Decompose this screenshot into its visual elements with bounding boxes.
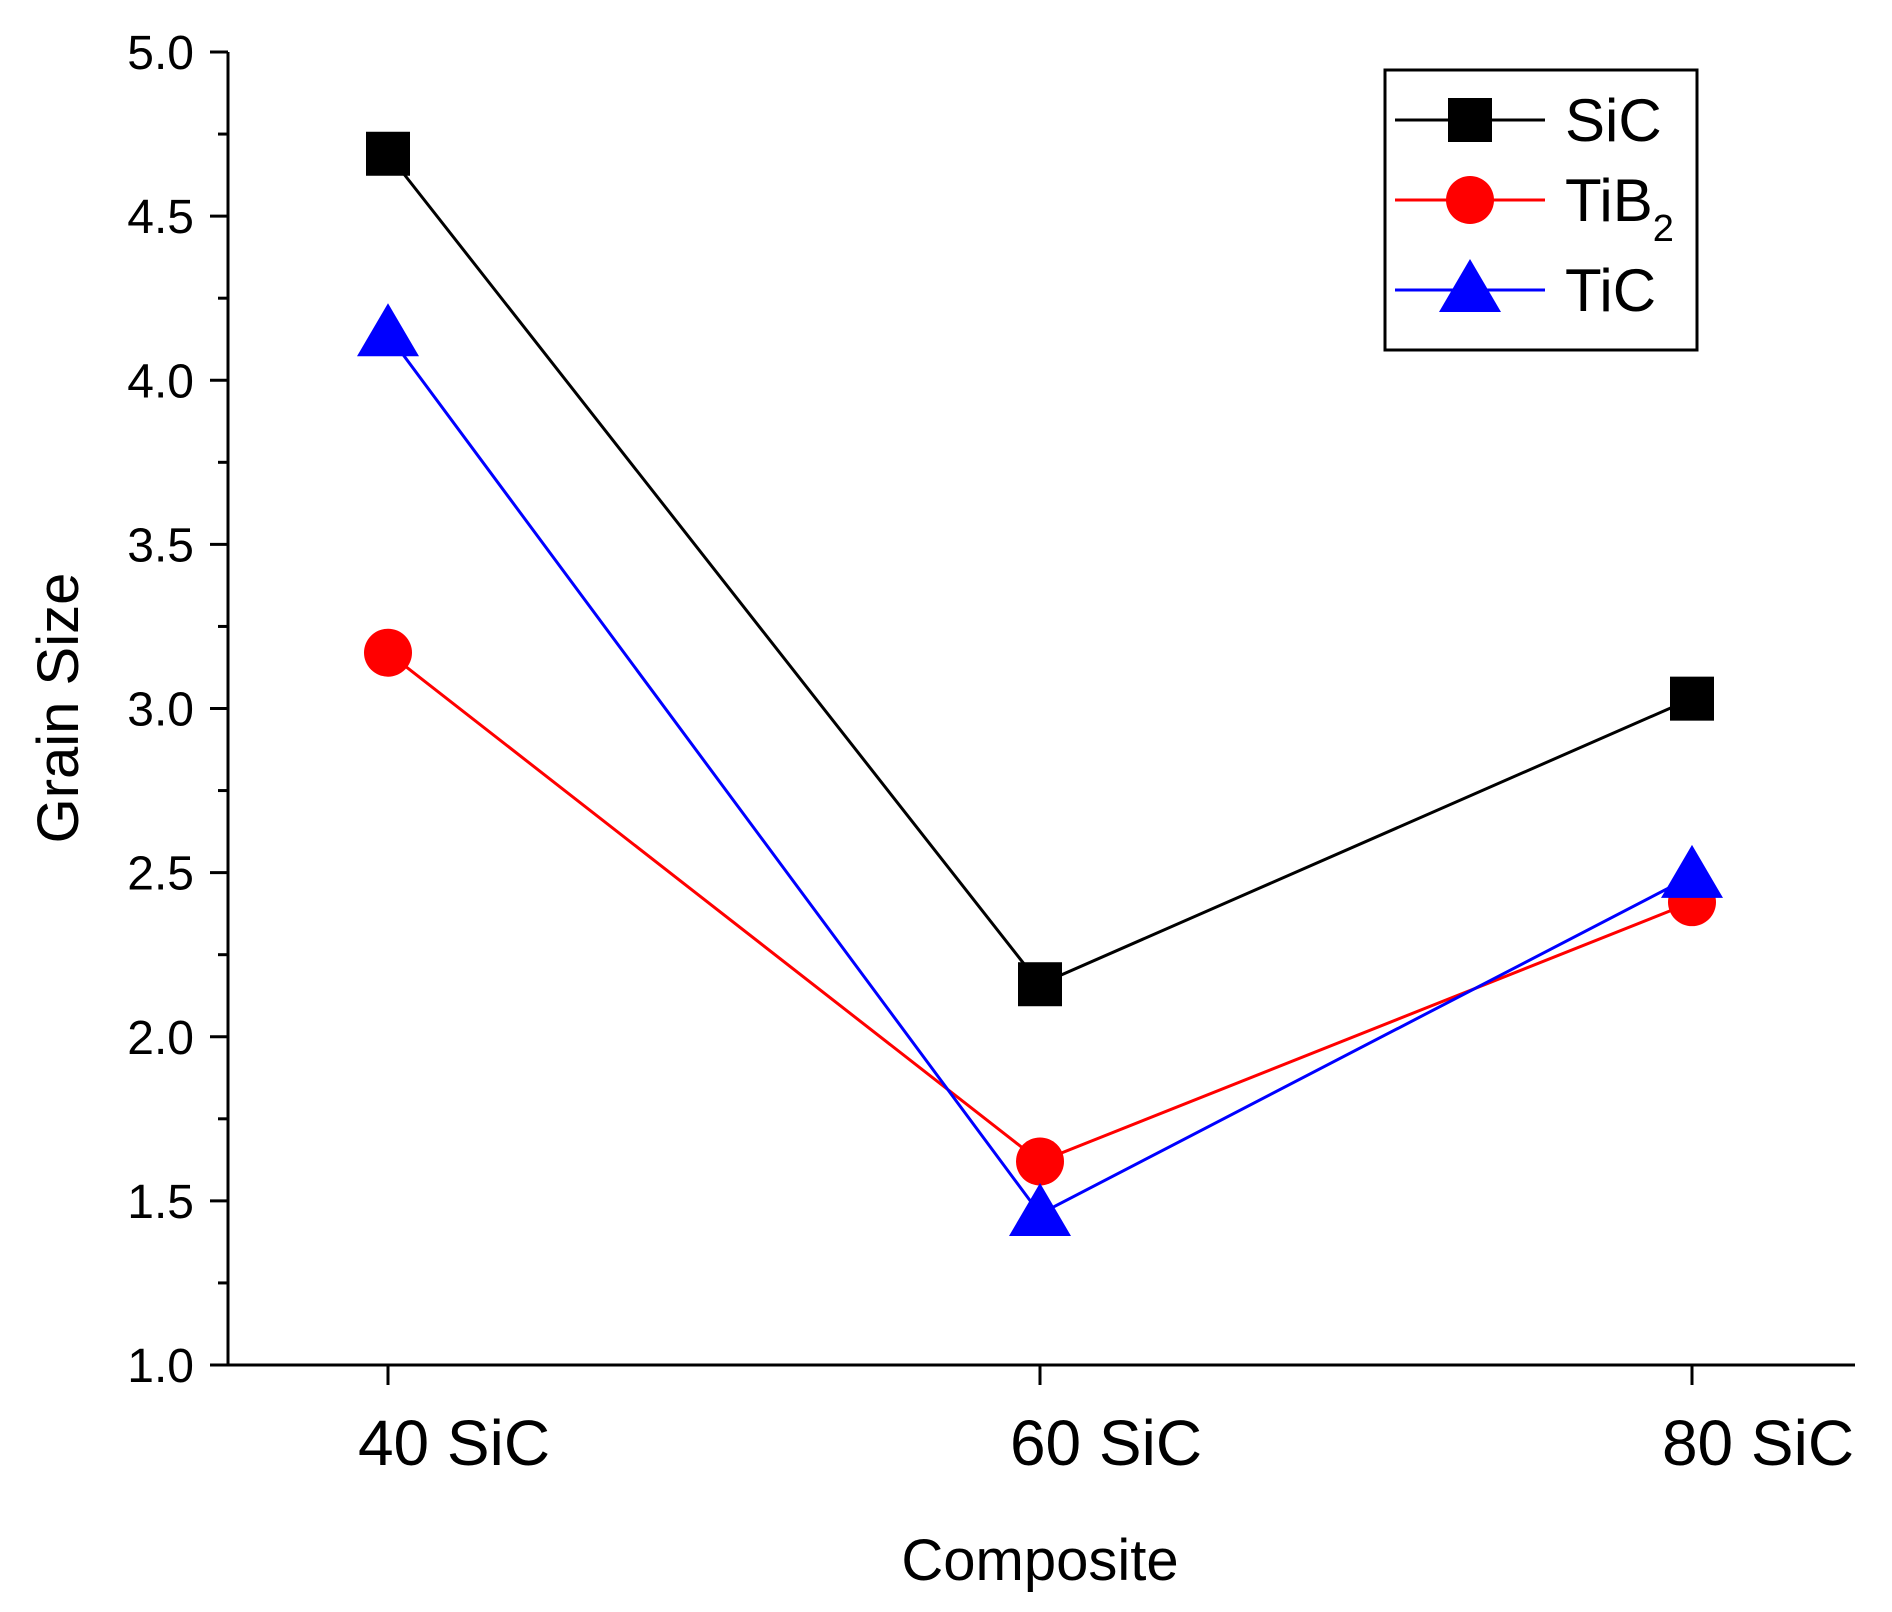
legend-marker-tic	[1439, 259, 1501, 312]
data-point-tic	[1661, 844, 1723, 898]
y-tick-label: 1.0	[127, 1340, 194, 1393]
legend-label-subscript: 2	[1653, 208, 1674, 250]
y-tick-label: 2.5	[127, 848, 194, 901]
legend-label-base: TiC	[1565, 257, 1656, 324]
y-tick-label: 2.0	[127, 1012, 194, 1065]
series-line-tic	[386, 333, 1693, 1216]
legend-label-sic: SiC	[1565, 87, 1662, 154]
x-axis-title: Composite	[901, 1528, 1178, 1593]
x-tick-label: 80 SiC	[1662, 1407, 1854, 1479]
legend-label-tic: TiC	[1565, 257, 1656, 324]
legend-box	[1383, 68, 1699, 352]
y-axis-title: Grain Size	[26, 573, 91, 844]
data-point-tic	[357, 303, 419, 357]
y-tick-label: 3.5	[127, 519, 194, 572]
y-tick-label: 3.0	[127, 684, 194, 737]
y-tick-label: 1.5	[127, 1176, 194, 1229]
legend-marker-tib2	[1446, 176, 1494, 224]
y-tick-label: 4.0	[127, 355, 194, 408]
data-point-sic	[1018, 962, 1062, 1007]
legend-label-base: TiB	[1565, 167, 1653, 234]
data-point-sic	[366, 131, 410, 176]
x-tick-label: 40 SiC	[358, 1407, 550, 1479]
data-point-tic	[1009, 1183, 1071, 1237]
x-tick-label: 60 SiC	[1010, 1407, 1202, 1479]
series-line-tib2	[387, 651, 1693, 1164]
y-tick-label: 4.5	[127, 191, 194, 244]
data-point-tib2	[1016, 1137, 1064, 1186]
legend-label-base: SiC	[1565, 87, 1662, 154]
data-point-sic	[1670, 676, 1714, 721]
legend-label-tib2: TiB2	[1565, 167, 1674, 250]
y-tick-label: 5.0	[127, 27, 194, 80]
legend-marker-sic	[1448, 98, 1492, 142]
data-point-tib2	[364, 628, 412, 677]
